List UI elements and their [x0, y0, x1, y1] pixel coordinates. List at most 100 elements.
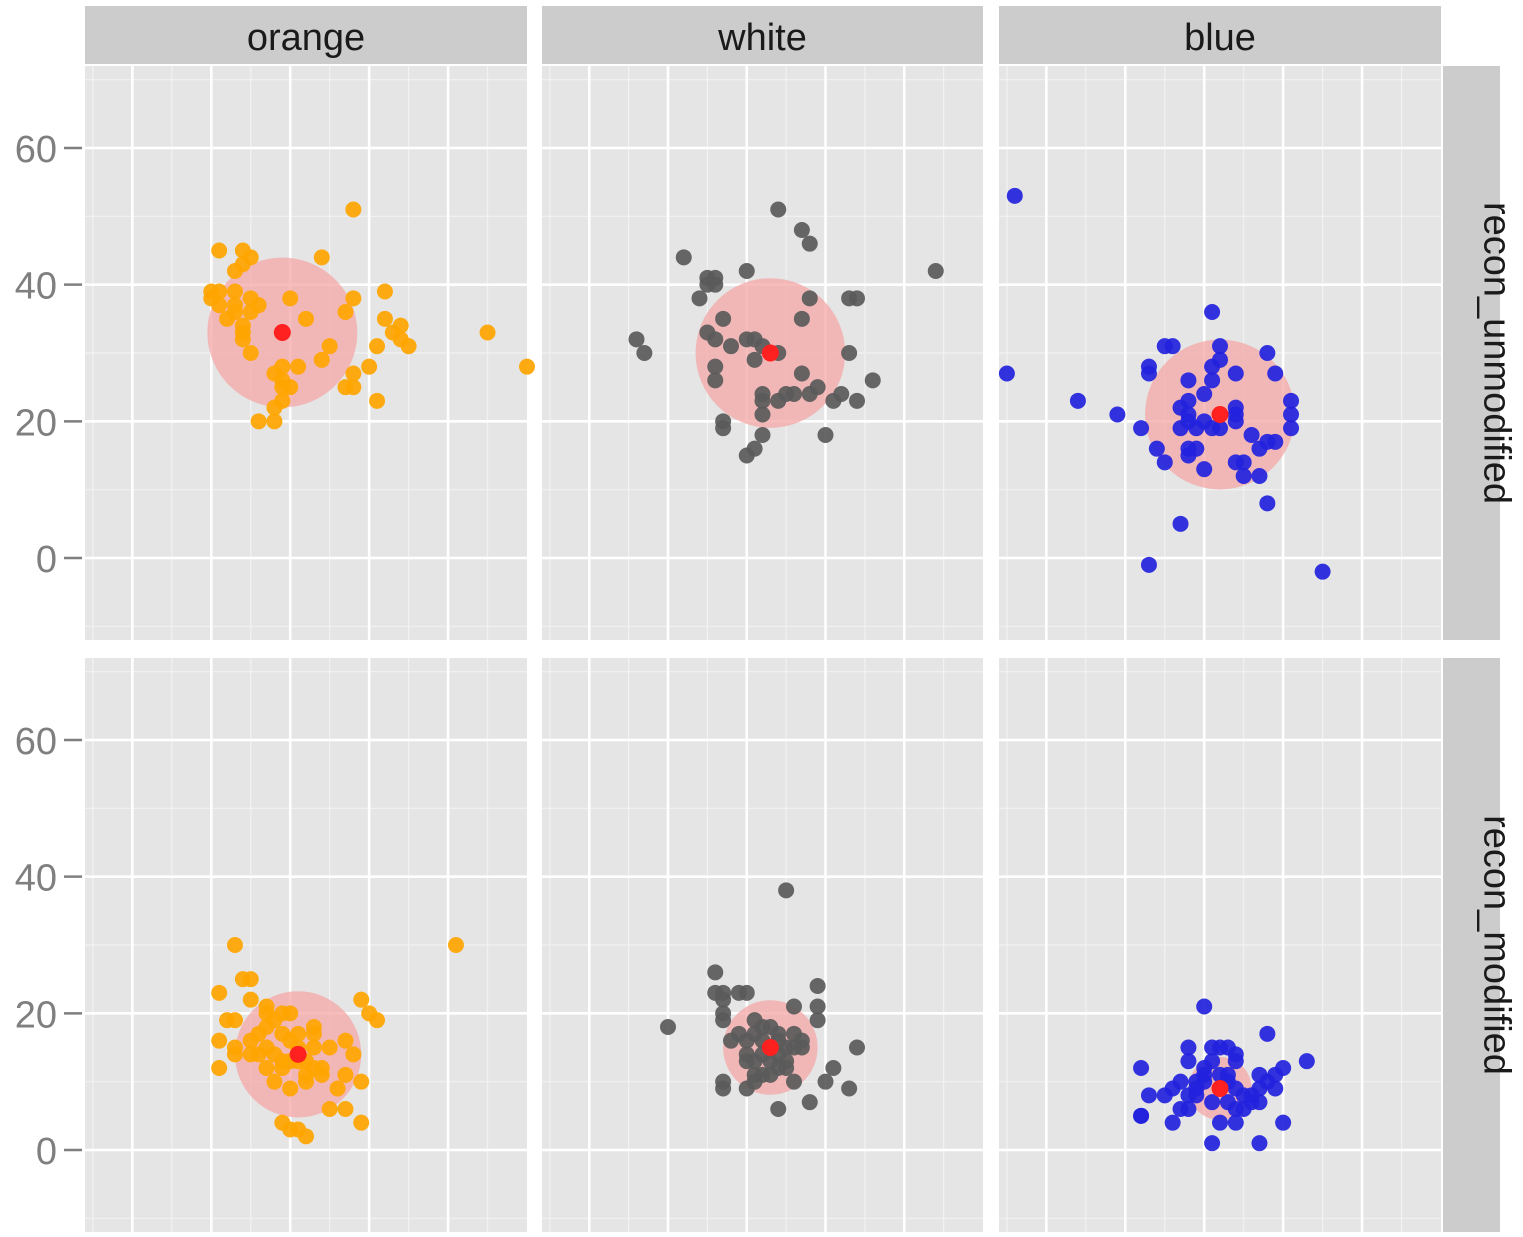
data-point: [345, 290, 362, 307]
data-point: [1267, 365, 1284, 382]
data-point: [1251, 1066, 1268, 1083]
data-point: [1212, 1114, 1228, 1131]
data-point: [707, 964, 724, 981]
data-point: [1283, 392, 1300, 409]
data-point: [1109, 406, 1126, 423]
data-point: [707, 269, 724, 286]
data-point: [226, 937, 243, 953]
data-point: [660, 1019, 676, 1035]
data-point: [809, 379, 826, 396]
data-point: [786, 1073, 802, 1090]
data-point: [770, 1101, 787, 1117]
data-point: [793, 222, 810, 238]
data-point: [1275, 1060, 1292, 1076]
data-point: [1267, 433, 1284, 450]
data-point: [313, 351, 330, 368]
data-point: [1196, 386, 1213, 402]
data-point: [1196, 461, 1213, 478]
data-point: [738, 263, 755, 279]
data-point: [770, 201, 787, 218]
data-point: [337, 304, 354, 320]
data-point: [927, 263, 944, 279]
data-point: [1069, 392, 1086, 409]
data-point: [1148, 440, 1165, 457]
data-point: [226, 1012, 243, 1029]
data-point: [211, 283, 228, 300]
data-point: [707, 358, 724, 375]
data-point: [1283, 406, 1300, 423]
data-point: [266, 413, 283, 430]
data-point: [313, 1066, 330, 1083]
centroid-point: [289, 1045, 307, 1063]
data-point: [825, 1060, 842, 1076]
data-point: [337, 1101, 354, 1117]
data-point: [447, 937, 464, 953]
centroid-point: [761, 344, 779, 362]
data-point: [1180, 392, 1197, 409]
data-point: [1188, 440, 1205, 457]
data-point: [321, 338, 338, 355]
data-point: [1180, 1087, 1197, 1104]
data-point: [841, 345, 858, 361]
data-point: [242, 290, 259, 307]
y-tick-label: 60: [15, 721, 57, 763]
data-point: [274, 358, 291, 375]
data-point: [786, 998, 802, 1015]
data-point: [1267, 1080, 1284, 1097]
data-point: [313, 249, 330, 266]
data-point: [226, 283, 243, 300]
centroid-point: [1211, 406, 1229, 423]
data-point: [715, 413, 732, 430]
data-point: [361, 358, 378, 375]
data-point: [1204, 1135, 1221, 1152]
data-point: [715, 310, 732, 327]
data-point: [675, 249, 692, 266]
data-point: [778, 882, 795, 899]
data-point: [1212, 420, 1228, 437]
data-point: [738, 984, 755, 1001]
data-point: [250, 1025, 267, 1042]
y-tick-label: 60: [15, 129, 57, 171]
panel-recon_modified-orange: [85, 658, 527, 1232]
data-point: [778, 386, 795, 402]
data-point: [250, 413, 267, 430]
data-point: [337, 1032, 354, 1049]
data-point: [1212, 351, 1228, 368]
strip-recon_unmodified: [1443, 66, 1500, 640]
data-point: [361, 1005, 378, 1022]
data-point: [699, 324, 716, 341]
data-point: [1180, 372, 1197, 389]
data-point: [234, 242, 251, 259]
data-point: [211, 984, 228, 1001]
panel-recon_modified-blue: [999, 658, 1441, 1232]
data-point: [809, 998, 826, 1015]
data-point: [1172, 1073, 1189, 1090]
data-point: [258, 1060, 275, 1076]
data-point: [817, 427, 834, 443]
data-point: [1259, 495, 1276, 512]
data-point: [345, 379, 362, 396]
y-tick-label: 20: [15, 994, 57, 1036]
data-point: [801, 290, 818, 307]
data-point: [754, 386, 771, 402]
panel-recon_unmodified-white: [542, 66, 983, 640]
data-point: [1204, 1094, 1221, 1111]
data-point: [998, 365, 1015, 382]
data-point: [226, 1039, 243, 1056]
data-point: [1283, 420, 1300, 437]
y-tick-label: 20: [15, 402, 57, 444]
data-point: [345, 1046, 362, 1063]
data-point: [353, 991, 370, 1008]
data-point: [305, 1039, 322, 1056]
data-point: [801, 1094, 818, 1111]
panel-recon_modified-white: [542, 658, 983, 1232]
data-point: [1180, 1101, 1197, 1117]
strip-label-recon_unmodified: recon_unmodified: [1476, 202, 1518, 504]
data-point: [369, 338, 386, 355]
data-point: [211, 242, 228, 259]
centroid-point: [761, 1039, 779, 1056]
data-point: [715, 1005, 732, 1022]
data-point: [1196, 998, 1213, 1015]
data-point: [1133, 1107, 1150, 1124]
strip-white: [542, 6, 983, 64]
